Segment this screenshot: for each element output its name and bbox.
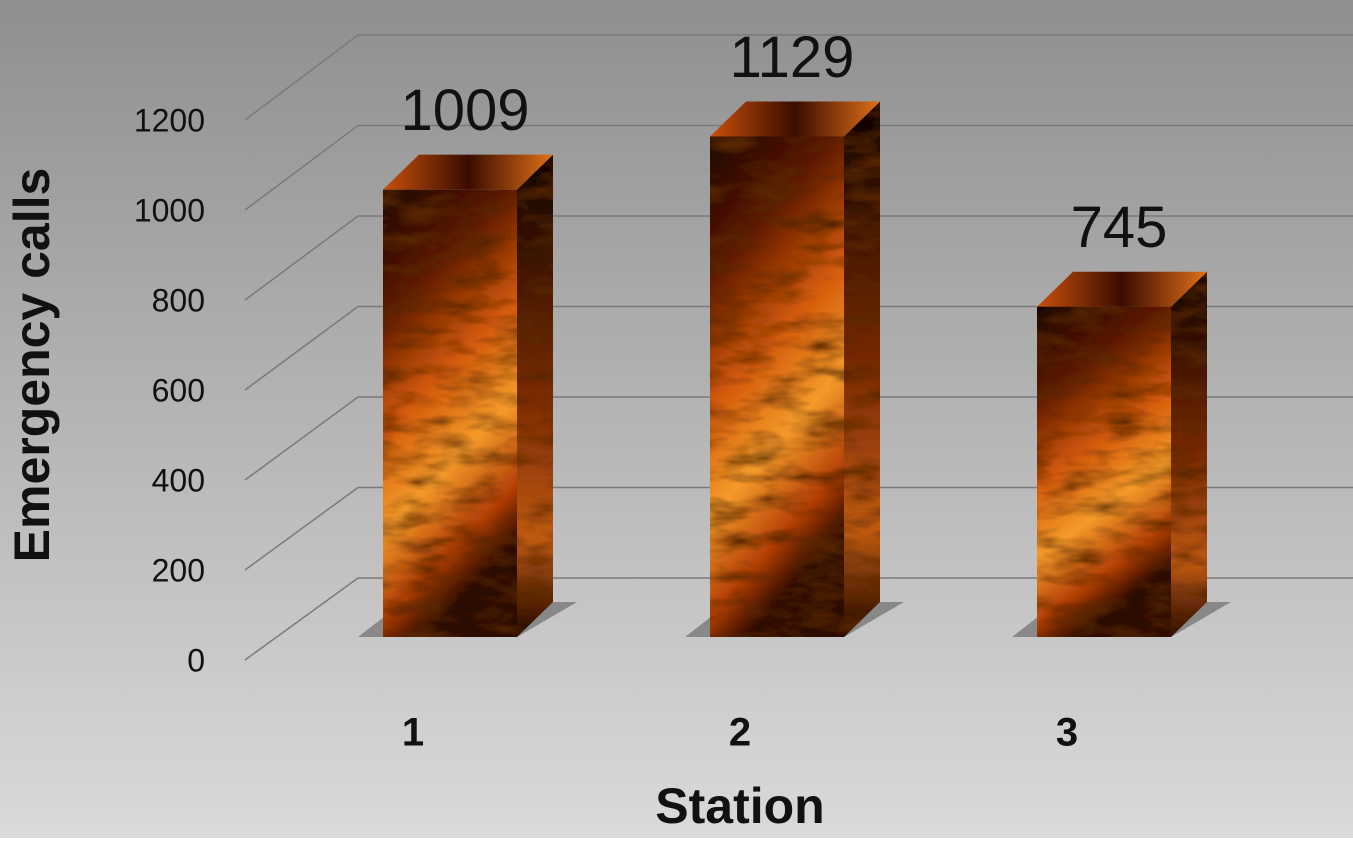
value-label: 1009	[400, 78, 529, 143]
y-axis-title: Emergency calls	[4, 168, 60, 563]
x-tick-label: 3	[1056, 711, 1078, 755]
grid-line	[244, 577, 1353, 661]
grid-line	[244, 396, 1353, 481]
y-tick-label: 1000	[134, 192, 205, 228]
x-tick-label: 1	[402, 711, 424, 755]
bar	[1037, 306, 1171, 637]
grid-line	[244, 486, 1353, 571]
bar-side	[1171, 271, 1207, 637]
value-label: 745	[1071, 195, 1168, 260]
y-tick-label: 1200	[134, 102, 205, 138]
bar-top	[710, 101, 880, 137]
x-tick-label: 2	[729, 711, 751, 755]
grid-line	[244, 124, 1353, 211]
x-axis-title: Station	[655, 778, 824, 834]
y-tick-label: 200	[152, 552, 205, 588]
value-label: 1129	[730, 25, 855, 90]
grid-line	[244, 34, 1353, 121]
bar-top	[1037, 271, 1207, 307]
bar-side	[844, 101, 880, 637]
y-tick-label: 400	[152, 462, 205, 498]
bar	[383, 189, 517, 637]
bar-top	[383, 154, 553, 190]
y-tick-label: 600	[152, 372, 205, 408]
y-tick-label: 800	[152, 282, 205, 318]
bar-side	[517, 154, 553, 637]
grid-line	[244, 215, 1353, 301]
grid-line	[244, 305, 1353, 391]
y-tick-label: 0	[187, 642, 205, 678]
bar	[710, 136, 844, 637]
